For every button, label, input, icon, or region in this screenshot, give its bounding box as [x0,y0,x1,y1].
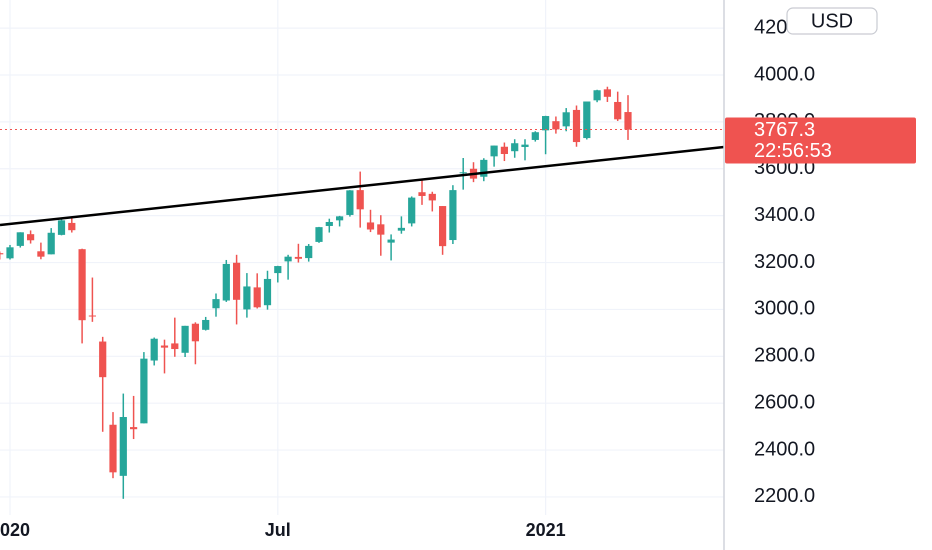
candle-body [418,192,426,196]
y-tick-label: 3200.0 [754,251,815,273]
candle-body [408,197,416,224]
candle-body [119,417,127,476]
candle-body [181,325,189,353]
candle-body [356,190,364,210]
candle-body [346,190,354,215]
candle-body [202,319,210,330]
candle-body [542,116,550,131]
candle-body [88,315,96,317]
candle-body [243,286,251,310]
candle-body [191,323,199,342]
candle-body [315,227,323,242]
candle-body [480,159,488,177]
candle-body [572,109,581,143]
candle-body [583,101,591,139]
candle-body [603,89,611,97]
candle-body [233,262,241,300]
candle-body [99,341,107,378]
currency-button [786,7,878,35]
grid [0,0,724,515]
candle-body [6,247,14,259]
candle-body [47,232,55,255]
candle-body [57,220,66,235]
candle-body [274,266,282,274]
candle-body [397,227,405,231]
price-axis: 2200.0 2400.0 2600.0 2800.0 3000.0 3200.0 3400… [0,16,815,539]
candle-body [521,144,529,147]
last-price-label: 3767.3 [754,119,815,141]
candle-body [305,245,313,259]
candle-body [614,101,622,120]
candle-body [336,216,344,221]
candle-body [16,232,24,246]
y-tick-label: 2600.0 [754,391,815,413]
trendline [0,145,725,227]
candle-body [0,253,4,255]
candles [0,86,725,499]
candle-body [562,112,570,127]
candle-body [449,190,457,241]
candle-body [531,132,539,140]
candle-body [37,251,45,257]
candle-body [377,224,385,235]
overlays: 3767.322:56:53 USD [725,7,916,164]
candle-body [387,239,395,243]
candle-body [500,146,508,155]
candle-body [459,172,467,174]
candle-body [253,287,261,308]
candle-body [284,256,292,262]
last-price-badge [725,117,916,164]
candle-body [212,299,220,309]
candle-body [439,206,447,247]
candle-body [171,343,179,350]
candle-body [222,263,230,301]
x-tick-label: 2021 [526,520,566,540]
x-tick-label: Jul [265,520,291,540]
candle-body [130,427,138,430]
candle-body [263,278,272,306]
candle-body [593,90,601,101]
y-tick-label: 4000.0 [754,63,815,85]
candle-body [140,358,148,424]
candle-body [160,345,169,348]
y-tick-label: 3000.0 [754,298,815,320]
y-tick-label: 2400.0 [754,438,815,460]
candle-body [78,249,86,321]
candle-body [490,145,498,157]
y-tick-label: 3400.0 [754,204,815,226]
y-tick-label: 2800.0 [754,345,815,367]
x-tick-label: 2020 [0,520,30,540]
candle-body [624,112,632,130]
candle-body [428,193,436,201]
candle-body [552,121,560,130]
currency-label: USD [811,10,853,32]
countdown-label: 22:56:53 [754,140,832,162]
candle-body [109,424,117,473]
candle-body [366,222,375,230]
candle-body [68,222,76,231]
candle-body [294,256,302,259]
candle-body [325,221,333,226]
candle-body [511,143,519,152]
candle-body [27,234,35,241]
candle-body [150,338,158,361]
y-tick-label: 2200.0 [754,485,815,507]
